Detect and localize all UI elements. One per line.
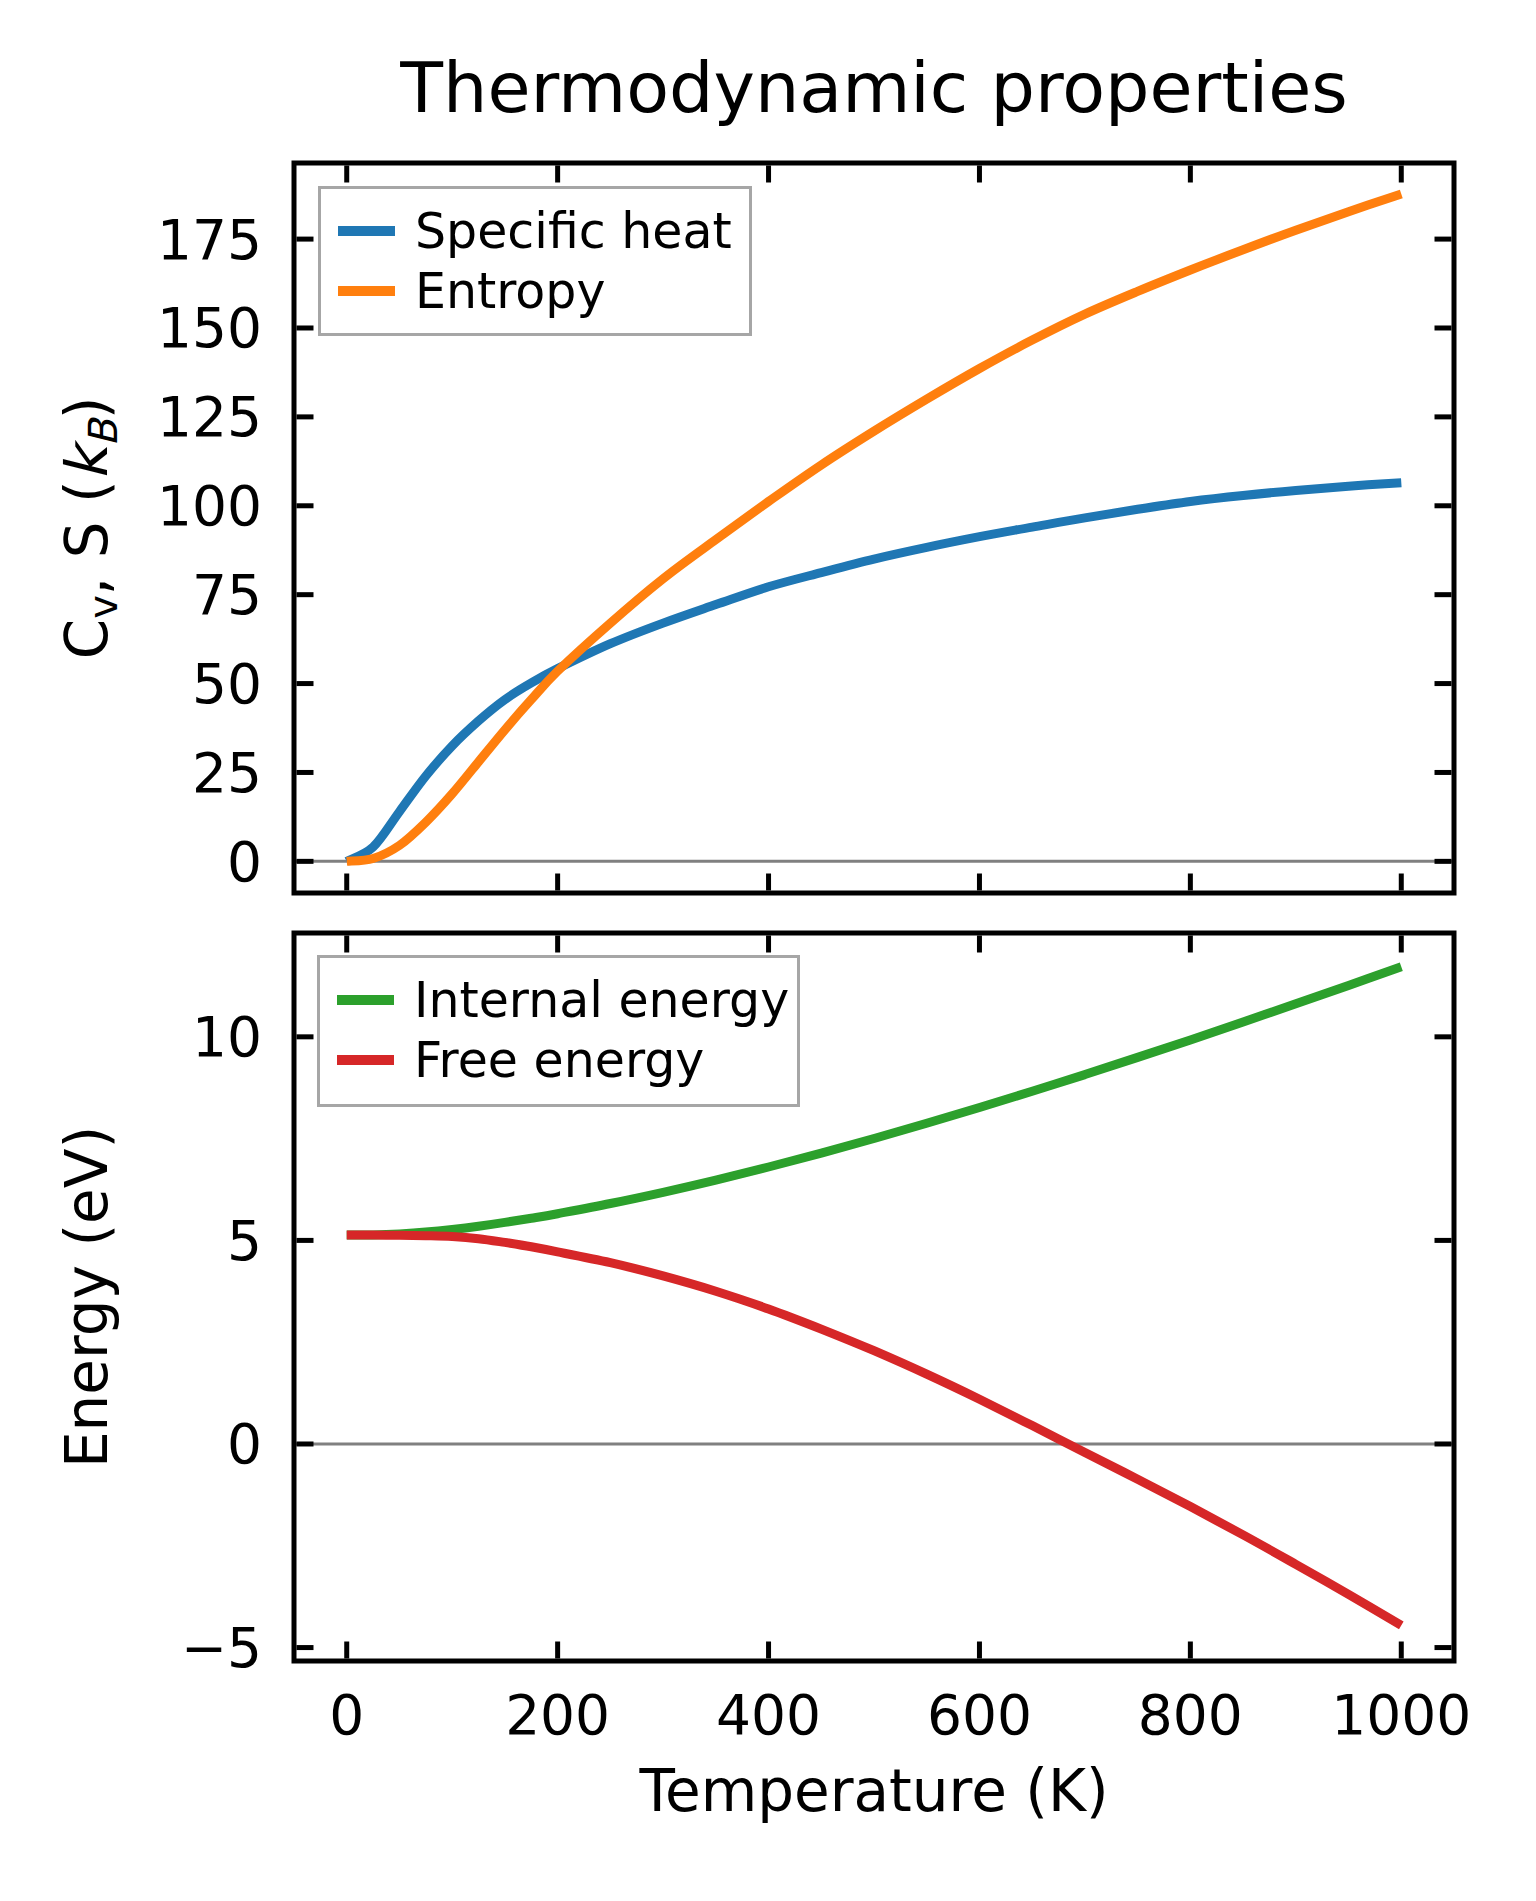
y-tick-label: 0 xyxy=(42,1417,262,1472)
y-tick-label: 50 xyxy=(42,657,262,712)
chart-title: Thermodynamic properties xyxy=(294,53,1454,123)
legend: Internal energy Free energy xyxy=(317,955,800,1107)
y-tick-label: 5 xyxy=(42,1214,262,1269)
y-tick-label: 100 xyxy=(42,479,262,534)
specific-heat-legend-label: Specific heat xyxy=(415,207,732,256)
specific-heat-legend-swatch xyxy=(338,226,395,236)
y-tick-label: 175 xyxy=(42,213,262,268)
internal-energy-legend-swatch xyxy=(337,995,394,1005)
y-tick-label: 10 xyxy=(42,1010,262,1065)
y-tick-label: 25 xyxy=(42,746,262,801)
specific-heat-line xyxy=(347,483,1402,862)
entropy-legend-swatch xyxy=(338,286,395,296)
free-energy-line xyxy=(347,1235,1402,1625)
internal-energy-legend-label: Internal energy xyxy=(414,976,789,1025)
x-axis-label: Temperature (K) xyxy=(294,1762,1454,1820)
y-tick-label: 0 xyxy=(42,835,262,890)
legend: Specific heat Entropy xyxy=(318,186,752,336)
y-tick-label: 125 xyxy=(42,390,262,445)
entropy-legend-label: Entropy xyxy=(415,267,605,316)
y-tick-label: 150 xyxy=(42,301,262,356)
y-tick-label: 75 xyxy=(42,568,262,623)
figure: Thermodynamic properties Cv, S (kB) Ener… xyxy=(0,0,1536,1901)
free-energy-legend-swatch xyxy=(337,1055,394,1065)
y-tick-label: −5 xyxy=(42,1621,262,1676)
free-energy-legend-label: Free energy xyxy=(414,1036,704,1085)
x-tick-label: 1000 xyxy=(1251,1688,1536,1743)
